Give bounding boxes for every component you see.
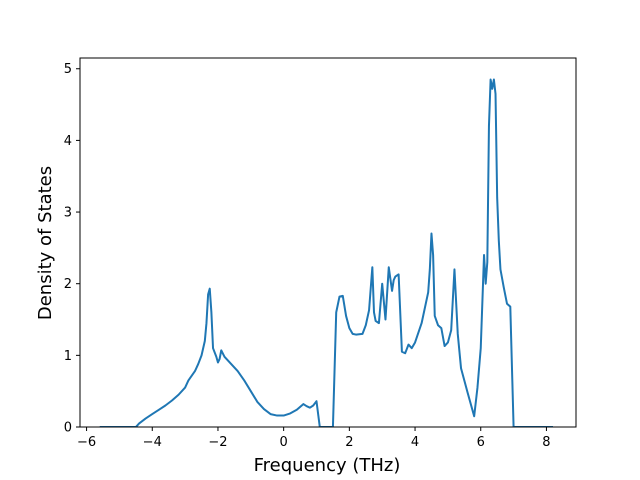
x-tick-label: 6 [477, 435, 485, 450]
x-axis-label: Frequency (THz) [254, 455, 401, 476]
x-tick-label: 2 [345, 435, 353, 450]
x-tick-label: −6 [77, 435, 96, 450]
y-tick-label: 0 [64, 421, 72, 436]
y-tick-label: 2 [64, 277, 72, 292]
axes-frame [79, 57, 577, 428]
y-tick-label: 4 [64, 134, 72, 149]
dos-series-line-0 [99, 78, 554, 427]
x-tick-label: 8 [542, 435, 550, 450]
x-tick-label: −2 [208, 435, 227, 450]
x-tick-label: 4 [411, 435, 419, 450]
y-tick-label: 5 [64, 62, 72, 77]
y-tick-label: 1 [64, 349, 72, 364]
axes-group: −6 −4 −2 0 2 4 6 8 0 1 2 3 4 5 [64, 57, 577, 450]
y-tick-label: 3 [64, 206, 72, 221]
y-axis-label: Density of States [35, 166, 56, 320]
plot-area [99, 78, 554, 427]
x-tick-label: −4 [143, 435, 162, 450]
x-tick-label: 0 [280, 435, 288, 450]
